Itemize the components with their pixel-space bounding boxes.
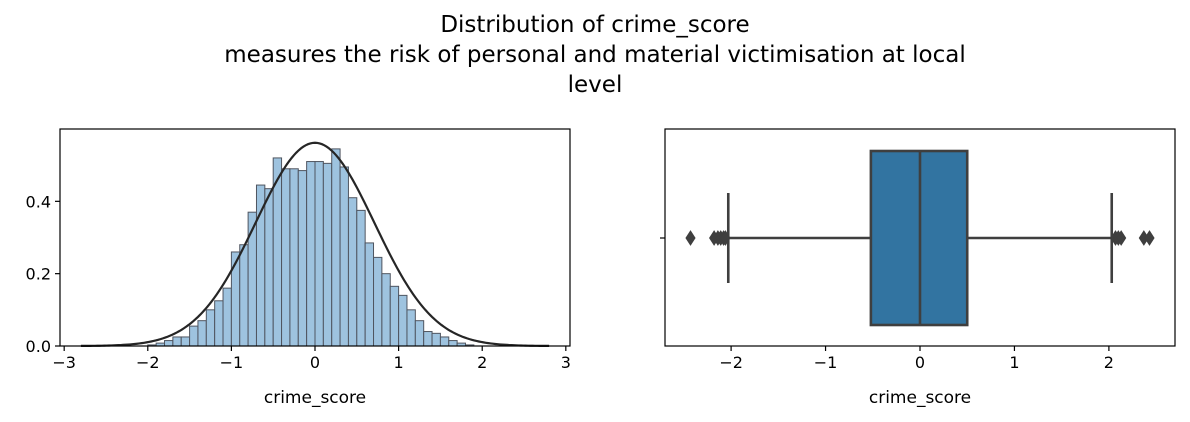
- histogram-bar: [398, 294, 408, 347]
- y-tick-label: 0.4: [26, 192, 51, 211]
- x-tick-label: 2: [1104, 353, 1114, 372]
- histogram-bar: [414, 320, 425, 347]
- figure-title-line-3: level: [567, 72, 623, 98]
- histogram-bar: [356, 209, 366, 347]
- histogram-bar: [439, 336, 450, 347]
- histogram-bar: [423, 331, 433, 347]
- histogram-bar: [180, 336, 191, 347]
- density-curve-line: [80, 141, 550, 348]
- x-tick-label: −3: [52, 353, 76, 372]
- x-tick-label: 1: [1009, 353, 1019, 372]
- x-tick-label: 0: [915, 353, 925, 372]
- x-tick-label: 3: [561, 353, 571, 372]
- histogram-bar: [331, 148, 341, 347]
- histogram-bar: [322, 162, 333, 347]
- histogram-bar: [373, 256, 383, 347]
- x-axis-label: crime_score: [869, 388, 971, 408]
- histogram-bar: [364, 242, 375, 347]
- x-tick-label: 1: [394, 353, 404, 372]
- histogram-bar: [164, 340, 174, 347]
- x-axis-label: crime_score: [264, 388, 366, 408]
- histogram-bar: [281, 168, 291, 347]
- histogram-bar: [197, 320, 207, 347]
- histogram-panel: −3 −2 −1 0 1 2 3 0.0 0.2 0.4 crime_score: [26, 128, 571, 408]
- histogram-bar: [222, 287, 232, 347]
- histogram-bar: [289, 168, 299, 347]
- histogram-bar: [389, 285, 400, 347]
- histogram-bar: [431, 332, 441, 347]
- x-tick-label: 2: [477, 353, 487, 372]
- histogram-bar: [406, 309, 416, 347]
- histogram-bar: [264, 188, 274, 347]
- histogram-bar: [230, 251, 241, 347]
- outlier-point: [1116, 230, 1127, 246]
- y-tick-label: 0.0: [26, 337, 51, 356]
- histogram-bar: [306, 161, 316, 347]
- figure-title-line-2: measures the risk of personal and materi…: [224, 42, 966, 68]
- x-tick-label: 0: [310, 353, 320, 372]
- histogram-bar: [172, 336, 182, 347]
- boxplot-panel: −2 −1 0 1 2 crime_score: [660, 128, 1176, 408]
- x-tick-label: −1: [220, 353, 244, 372]
- x-tick-label: −2: [136, 353, 160, 372]
- histogram-bar: [381, 273, 391, 347]
- histogram-bar: [297, 170, 308, 347]
- histogram-bar: [448, 340, 458, 347]
- histogram-bar: [247, 211, 257, 347]
- y-tick-label: 0.2: [26, 265, 51, 284]
- outlier-point: [1144, 230, 1155, 246]
- histogram-bar: [214, 300, 224, 347]
- histogram-bar: [189, 325, 199, 347]
- x-tick-label: −1: [814, 353, 838, 372]
- outlier-point: [720, 230, 731, 246]
- histogram-bar: [314, 161, 324, 347]
- x-tick-label: −2: [719, 353, 743, 372]
- histogram-bar: [205, 309, 216, 347]
- histogram-bar: [255, 184, 266, 347]
- figure-title-line-1: Distribution of crime_score: [440, 12, 750, 38]
- outlier-point: [685, 230, 696, 246]
- histogram-bar: [347, 197, 358, 347]
- histogram-bar: [339, 166, 349, 347]
- histogram-bar: [239, 244, 249, 347]
